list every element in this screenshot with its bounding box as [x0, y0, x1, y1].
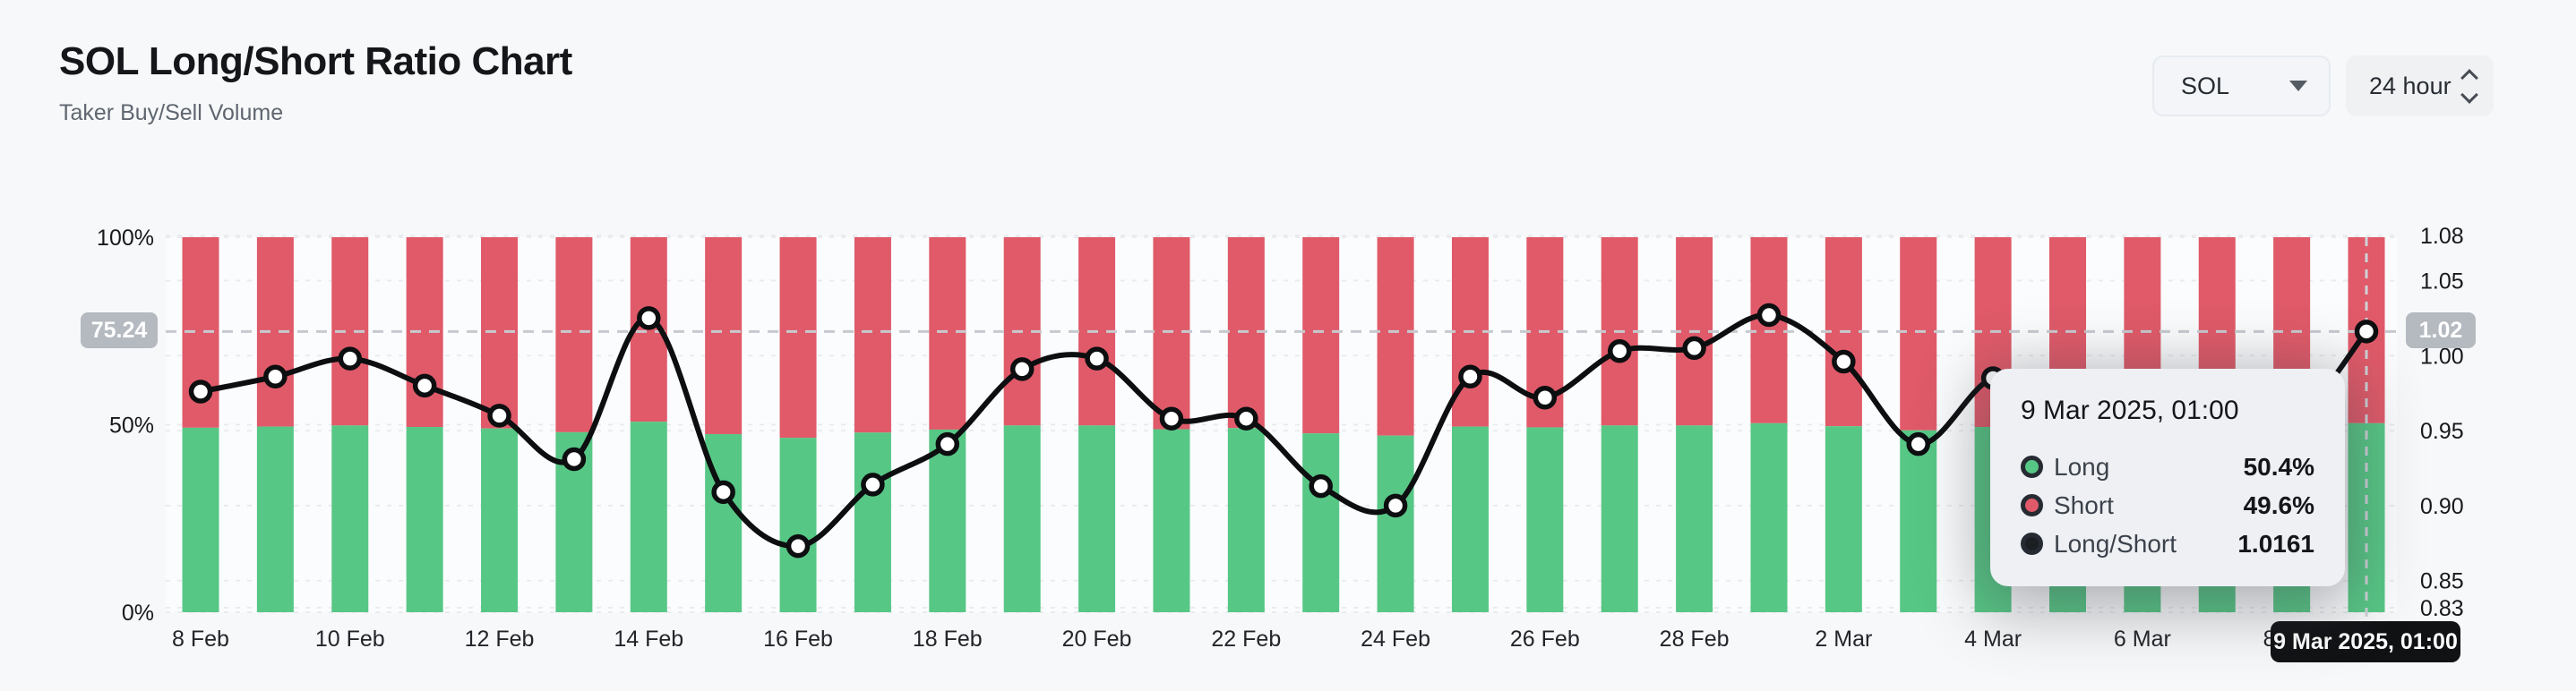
long-short-dot-icon: [2021, 533, 2043, 555]
svg-text:0.83: 0.83: [2420, 596, 2464, 621]
interval-select-value: 24 hour: [2369, 72, 2451, 99]
tooltip-row-value: 50.4%: [2243, 452, 2314, 481]
svg-text:1.08: 1.08: [2420, 224, 2464, 249]
tooltip-row-ratio: Long/Short 1.0161: [2021, 525, 2314, 563]
tooltip-row-label: Short: [2054, 491, 2114, 519]
tooltip-row-label: Long: [2054, 452, 2110, 481]
caret-down-icon: [2289, 81, 2307, 91]
chevron-down-icon: [2460, 85, 2478, 104]
tooltip-title: 9 Mar 2025, 01:00: [2021, 396, 2239, 425]
short-dot-icon: [2021, 494, 2043, 516]
svg-text:0.90: 0.90: [2420, 494, 2464, 519]
svg-text:2 Mar: 2 Mar: [1815, 627, 1872, 652]
svg-text:22 Feb: 22 Feb: [1211, 627, 1281, 652]
interval-select[interactable]: 24 hour: [2346, 55, 2494, 116]
svg-text:28 Feb: 28 Feb: [1660, 627, 1730, 652]
svg-text:16 Feb: 16 Feb: [763, 627, 833, 652]
svg-text:26 Feb: 26 Feb: [1510, 627, 1580, 652]
tooltip-row-label: Long/Short: [2054, 529, 2177, 558]
tooltip-rows: Long 50.4% Short 49.6% Long/Short 1.0161: [2021, 448, 2314, 563]
svg-text:10 Feb: 10 Feb: [315, 627, 385, 652]
page-subtitle: Taker Buy/Sell Volume: [59, 100, 284, 125]
tooltip-row-long: Long 50.4%: [2021, 448, 2314, 486]
right-axis-badge: 1.02: [2406, 312, 2476, 348]
chevron-up-icon: [2460, 68, 2478, 87]
svg-text:4 Mar: 4 Mar: [1964, 627, 2022, 652]
long-dot-icon: [2021, 456, 2043, 478]
left-axis-badge: 75.24: [81, 312, 158, 348]
svg-text:24 Feb: 24 Feb: [1361, 627, 1430, 652]
svg-text:18 Feb: 18 Feb: [913, 627, 983, 652]
svg-text:0.95: 0.95: [2420, 419, 2464, 444]
chart-header: SOL Long/Short Ratio Chart Taker Buy/Sel…: [59, 39, 572, 126]
svg-text:6 Mar: 6 Mar: [2114, 627, 2171, 652]
svg-text:14 Feb: 14 Feb: [614, 627, 683, 652]
svg-text:12 Feb: 12 Feb: [465, 627, 535, 652]
crosshair-date-badge: 9 Mar 2025, 01:00: [2271, 621, 2460, 662]
page-title: SOL Long/Short Ratio Chart: [59, 39, 572, 83]
svg-text:50%: 50%: [109, 414, 154, 439]
tooltip-row-short: Short 49.6%: [2021, 486, 2314, 525]
svg-text:20 Feb: 20 Feb: [1062, 627, 1132, 652]
svg-text:100%: 100%: [97, 226, 154, 251]
symbol-select-value: SOL: [2181, 72, 2230, 99]
tooltip: 9 Mar 2025, 01:00 Long 50.4% Short 49.6%…: [1990, 369, 2345, 586]
svg-text:0.85: 0.85: [2420, 569, 2464, 594]
tooltip-row-value: 1.0161: [2237, 529, 2314, 558]
svg-text:0%: 0%: [122, 601, 154, 626]
tooltip-row-value: 49.6%: [2243, 491, 2314, 519]
symbol-select[interactable]: SOL: [2152, 55, 2331, 116]
up-down-chevrons-icon: [2460, 68, 2478, 104]
svg-text:1.05: 1.05: [2420, 269, 2464, 294]
svg-text:8 Feb: 8 Feb: [172, 627, 229, 652]
